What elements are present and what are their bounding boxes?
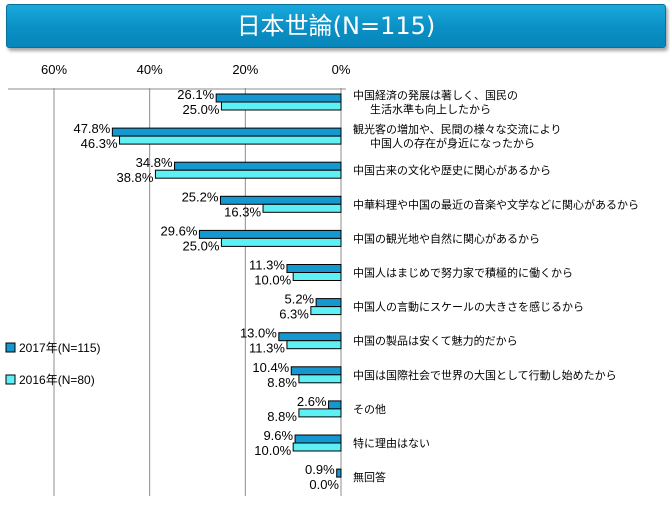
legend-label: 2017年(N=115) (19, 341, 101, 355)
data-label: 29.6% (161, 223, 198, 238)
data-label: 0.0% (309, 477, 339, 492)
data-label: 46.3% (81, 136, 118, 151)
bar-2016 (310, 306, 342, 316)
data-label: 25.0% (183, 102, 220, 117)
data-label: 38.8% (117, 170, 154, 185)
legend: 2017年(N=115) 2016年(N=80) (5, 341, 101, 387)
category-label: 中国は国際社会で世界の大国として行動し始めたから (353, 368, 617, 382)
bar-2017 (215, 93, 342, 103)
data-label: 0.9% (305, 462, 335, 477)
bar-2017 (174, 161, 342, 171)
data-label: 8.8% (267, 375, 297, 390)
data-label: 11.3% (249, 341, 285, 356)
bar-2016 (298, 408, 342, 418)
category-label: 中華料理や中国の最近の音楽や文学などに関心があるから (353, 197, 639, 211)
bar-2016 (119, 135, 342, 145)
bar-2017 (290, 366, 342, 376)
data-label: 9.6% (263, 428, 293, 443)
data-label: 5.2% (284, 292, 314, 307)
bar-2017 (111, 127, 342, 137)
bar-2016 (292, 272, 342, 281)
data-label: 10.4% (252, 360, 289, 375)
data-label: 25.0% (183, 238, 220, 253)
legend-swatch (5, 342, 16, 353)
bar-2017 (294, 434, 342, 444)
data-label: 11.3% (249, 258, 285, 273)
data-label: 47.8% (73, 121, 110, 136)
data-label: 16.3% (224, 204, 261, 219)
bar-2017 (198, 229, 342, 239)
category-label: 生活水準も向上したから (370, 102, 491, 116)
category-labels: 中国経済の発展は著しく、国民の生活水準も向上したから観光客の増加や、民間の様々な… (353, 88, 639, 484)
x-tick-label: 0% (332, 62, 351, 77)
category-label: 中国の製品は安くて魅力的だから (353, 334, 518, 348)
x-tick-label: 60% (41, 62, 67, 77)
bar-2016 (220, 101, 342, 111)
category-label: 中国人の存在が身近になったから (370, 136, 535, 150)
legend-swatch (5, 374, 16, 385)
bar-2016 (286, 340, 342, 350)
category-label: 特に理由はない (353, 436, 430, 450)
category-label: その他 (353, 403, 386, 416)
data-label: 10.0% (254, 443, 291, 458)
gridlines (8, 88, 346, 496)
data-label: 8.8% (267, 409, 297, 424)
x-axis-ticks: 60% 40% 20% 0% (41, 62, 351, 77)
bar-2017 (219, 195, 342, 205)
category-label: 中国経済の発展は著しく、国民の (353, 88, 518, 102)
bar-2017 (315, 298, 342, 308)
category-label: 中国古来の文化や歴史に関心があるから (353, 163, 551, 177)
data-label: 34.8% (136, 155, 173, 170)
bar-2016 (262, 203, 342, 213)
bar-2017 (336, 468, 342, 478)
data-label: 2.6% (297, 394, 327, 409)
chart-title: 日本世論(N=115) (6, 4, 666, 48)
bar-2016 (298, 374, 342, 384)
data-label: 25.2% (182, 189, 219, 204)
bars (111, 93, 342, 478)
data-label: 10.0% (254, 273, 291, 288)
category-label: 中国人の言動にスケールの大きさを感じるから (353, 300, 584, 314)
category-label: 観光客の増加や、民間の様々な交流により (353, 122, 561, 136)
data-label: 6.3% (279, 307, 309, 322)
value-labels: 26.1%25.0%47.8%46.3%34.8%38.8%25.2%16.3%… (73, 87, 339, 492)
bar-2017 (286, 264, 342, 273)
data-label: 26.1% (177, 87, 214, 102)
legend-label: 2016年(N=80) (19, 373, 95, 387)
bar-2017 (328, 400, 342, 410)
category-label: 中国の観光地や自然に関心があるから (353, 231, 540, 245)
x-tick-label: 20% (232, 62, 258, 77)
category-label: 中国人はまじめで努力家で積極的に働くから (353, 266, 573, 280)
bar-2016 (220, 237, 342, 247)
bar-2016 (292, 442, 342, 452)
data-label: 13.0% (240, 326, 277, 341)
category-label: 無回答 (353, 470, 386, 484)
bar-2017 (278, 332, 342, 342)
x-tick-label: 40% (137, 62, 163, 77)
bar-2016 (154, 169, 342, 179)
